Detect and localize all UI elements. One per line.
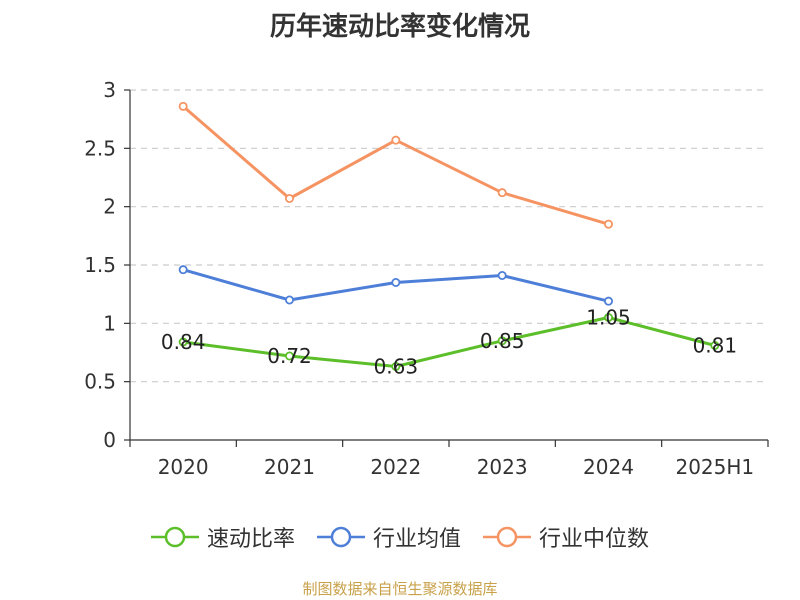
series-0-point-1 [284,351,294,361]
x-tick-label-3: 2023 [477,455,528,479]
legend-label-0: 速动比率 [206,527,295,552]
data-label-0: 0.84 [161,330,206,354]
x-tick-label-0: 2020 [158,455,209,479]
legend-swatch-1 [316,526,365,548]
y-tick-label-3: 1.5 [84,253,116,277]
series-0-point-2 [391,361,401,371]
legend-label-1: 行业均值 [372,527,461,552]
data-label-5: 0.81 [693,334,738,358]
series-1-point-1 [284,295,294,305]
series-1-point-0 [178,265,188,275]
x-tick-label-4: 2024 [583,455,634,479]
x-tick-label-1: 2021 [264,455,315,479]
series-0-point-4 [604,312,614,322]
chart-title: 历年速动比率变化情况 [269,12,530,42]
series-2-point-4 [604,219,614,229]
y-tick-label-1: 0.5 [84,370,116,394]
series-2-point-3 [497,188,507,198]
series-2-point-1 [284,193,294,203]
gridlines [130,89,768,383]
y-tick-label-0: 0 [103,428,116,452]
series-1-point-4 [604,296,614,306]
legend-label-2: 行业中位数 [539,527,650,552]
series-lines [178,101,720,371]
legend-item-2[interactable]: 行业中位数 [483,521,649,553]
y-tick-label-6: 3 [103,78,116,102]
source-note: 制图数据来自恒生聚源数据库 [302,580,498,598]
series-line-0 [182,316,716,368]
y-tick-label-5: 2.5 [84,136,116,160]
data-label-4: 1.05 [586,306,631,330]
series-2-point-0 [178,101,188,111]
y-tick-label-4: 2 [103,195,116,219]
series-2-point-2 [391,135,401,145]
legend: 速动比率 行业均值 行业中位数 [0,520,800,554]
legend-item-1[interactable]: 行业均值 [316,521,461,553]
data-label-3: 0.85 [480,329,525,353]
series-0-point-3 [497,336,507,346]
series-1-point-3 [497,270,507,280]
axes: 0 0.5 1 1.5 2 2.5 3 2020 2021 2022 2023 2024 2025H1 [84,78,769,479]
legend-swatch-0 [150,526,199,548]
legend-swatch-2 [483,526,531,548]
y-tick-label-2: 1 [103,311,116,335]
x-tick-label-5: 2025H1 [675,455,754,479]
series-0-point-5 [710,340,720,350]
legend-item-0[interactable]: 速动比率 [150,521,295,553]
data-label-2: 0.63 [374,355,419,379]
series-0-point-0 [178,337,188,347]
series-1-point-2 [391,277,401,287]
data-label-1: 0.72 [267,344,312,368]
x-tick-label-2: 2022 [370,455,421,479]
data-labels: 0.84 0.72 0.63 0.85 1.05 0.81 [161,306,737,379]
